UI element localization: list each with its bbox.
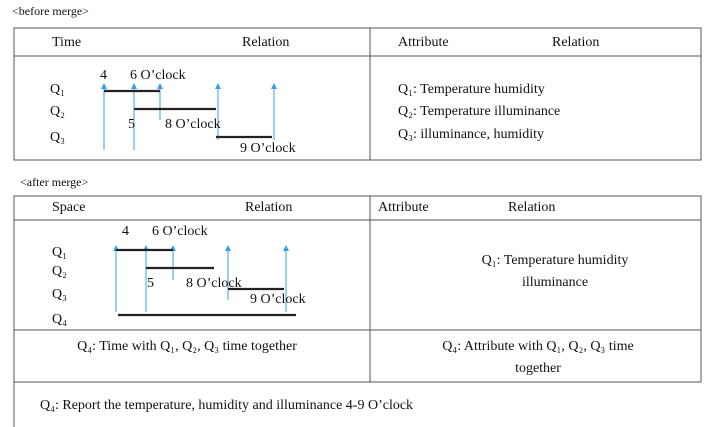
- arrows: [101, 83, 277, 150]
- header: Relation: [508, 200, 555, 215]
- query-label: Q₃: [50, 130, 65, 145]
- section-label: <before merge>: [12, 4, 89, 18]
- attribute-summary: together: [515, 361, 561, 376]
- header: Relation: [245, 200, 292, 215]
- query-label: Q₄: [52, 312, 67, 327]
- report: Q₄: Report the temperature, humidity and…: [40, 398, 413, 413]
- time-label: 8 O’clock: [165, 117, 221, 132]
- attribute: Q₃: illuminance, humidity: [398, 127, 544, 142]
- time-label: 9 O’clock: [250, 292, 306, 307]
- time-label: 9 O’clock: [240, 141, 296, 156]
- time-label: 8 O’clock: [186, 276, 242, 291]
- query-label: Q₂: [52, 264, 67, 279]
- header: Relation: [552, 35, 599, 50]
- time-label: 4: [122, 224, 129, 239]
- time-summary: Q₄: Time with Q₁, Q₂, Q₃ time together: [77, 339, 297, 354]
- table-border: [13, 195, 702, 383]
- table-border: [13, 27, 702, 161]
- after-table: Space Relation Attribute Relation Q₁ Q₂ …: [13, 195, 702, 383]
- attribute: Q₁: Temperature humidity: [482, 253, 629, 268]
- header: Attribute: [398, 35, 449, 50]
- header: Time: [52, 35, 81, 50]
- before-table: Time Relation Attribute Relation Q₁ Q₂ Q…: [13, 27, 702, 161]
- attribute: Q₁: Temperature humidity: [398, 82, 545, 97]
- query-label: Q₁: [50, 82, 65, 97]
- header: Attribute: [378, 200, 429, 215]
- attribute-summary: Q₄: Attribute with Q₁, Q₂, Q₃ time: [442, 339, 633, 354]
- header: Space: [52, 200, 85, 215]
- query-label: Q₂: [50, 104, 65, 119]
- time-label: 4: [100, 68, 107, 83]
- query-label: Q₁: [52, 245, 67, 260]
- header: Relation: [242, 35, 289, 50]
- time-label: 6 O’clock: [152, 224, 208, 239]
- time-label: 5: [147, 276, 154, 291]
- time-label: 6 O’clock: [130, 68, 186, 83]
- time-label: 5: [128, 117, 135, 132]
- section-label: <after merge>: [20, 175, 89, 189]
- attribute: Q₂: Temperature illuminance: [398, 104, 560, 119]
- query-label: Q₃: [52, 287, 67, 302]
- attribute: illuminance: [522, 275, 588, 290]
